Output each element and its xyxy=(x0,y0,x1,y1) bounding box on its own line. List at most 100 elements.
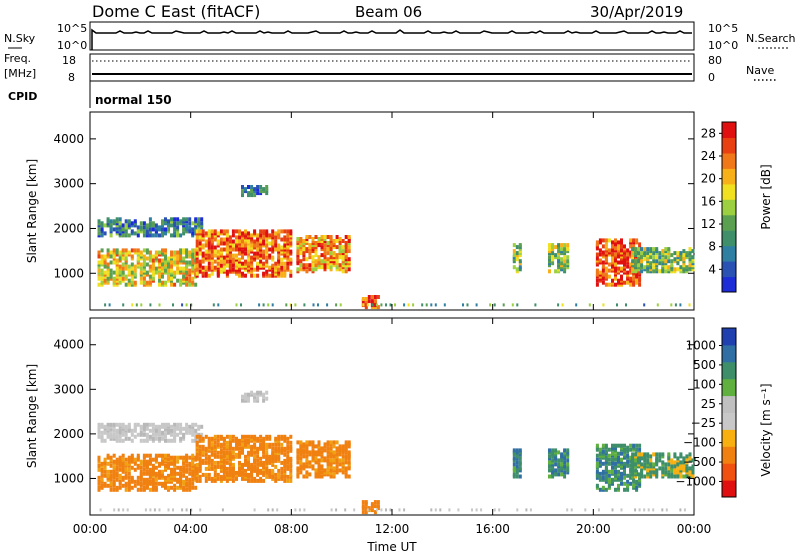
echo-cell xyxy=(244,392,247,397)
echo-cell xyxy=(614,461,617,466)
echo-cell xyxy=(191,252,195,257)
echo-cell xyxy=(250,434,254,439)
echo-cell xyxy=(115,258,119,263)
echo-cell xyxy=(661,452,665,457)
echo-cell xyxy=(502,303,505,307)
echo-cell xyxy=(271,249,275,254)
echo-cell xyxy=(256,446,260,451)
echo-cell xyxy=(271,269,275,274)
echo-cell xyxy=(112,461,116,466)
echo-cell xyxy=(305,454,309,459)
echo-cell xyxy=(262,478,266,483)
echo-cell xyxy=(534,303,537,307)
echo-cell xyxy=(256,436,260,441)
echo-cell xyxy=(326,470,330,475)
echo-cell xyxy=(670,263,674,268)
echo-cell xyxy=(201,458,205,463)
echo-cell xyxy=(283,478,287,483)
echo-cell xyxy=(228,249,232,254)
echo-cell xyxy=(191,280,195,285)
echo-cell xyxy=(626,461,630,466)
echo-cell xyxy=(338,267,342,272)
echo-cell xyxy=(207,458,211,463)
echo-cell xyxy=(235,229,238,234)
echo-cell xyxy=(142,467,146,472)
echo-cell xyxy=(563,460,567,465)
echo-cell xyxy=(151,426,155,431)
echo-cell xyxy=(100,248,104,253)
echo-cell xyxy=(176,231,180,236)
echo-cell xyxy=(262,460,266,465)
echo-cell xyxy=(262,392,266,397)
echo-cell xyxy=(158,264,161,269)
echo-cell xyxy=(601,238,605,243)
echo-cell xyxy=(268,468,272,473)
echo-cell xyxy=(626,479,630,484)
echo-cell xyxy=(154,424,158,429)
echo-cell xyxy=(133,250,137,255)
echo-cell xyxy=(112,219,116,224)
echo-cell xyxy=(149,508,152,512)
echo-cell xyxy=(638,443,642,448)
echo-cell xyxy=(640,474,644,479)
echo-cell xyxy=(611,451,614,456)
echo-cell xyxy=(124,276,128,281)
echo-cell xyxy=(347,249,351,254)
echo-cell xyxy=(670,464,674,469)
echo-cell xyxy=(623,443,626,448)
echo-cell xyxy=(170,260,173,265)
echo-cell xyxy=(323,456,327,461)
echo-cell xyxy=(493,303,496,307)
echo-cell xyxy=(142,422,146,427)
echo-cell xyxy=(133,422,137,427)
echo-cell xyxy=(198,237,202,242)
echo-cell xyxy=(213,444,217,449)
echo-cell xyxy=(238,450,241,455)
echo-cell xyxy=(195,259,199,264)
echo-cell xyxy=(170,461,173,466)
echo-cell xyxy=(185,254,189,259)
colorbar-tick-label: 24 xyxy=(701,149,716,163)
echo-cell xyxy=(124,264,128,269)
echo-cell xyxy=(614,453,617,458)
echo-cell xyxy=(247,249,250,254)
echo-cell xyxy=(188,250,192,255)
echo-cell xyxy=(305,247,309,252)
echo-cell xyxy=(620,451,623,456)
echo-cell xyxy=(130,270,134,275)
echo-cell xyxy=(305,235,309,239)
echo-cell xyxy=(145,262,149,267)
echo-cell xyxy=(167,264,170,269)
echo-cell xyxy=(557,267,561,272)
echo-cell xyxy=(682,456,686,461)
echo-cell xyxy=(148,453,152,458)
echo-cell xyxy=(179,233,183,238)
echo-cell xyxy=(373,500,377,505)
echo-cell xyxy=(185,463,189,468)
echo-cell xyxy=(130,229,134,234)
echo-cell xyxy=(225,263,229,268)
echo-cell xyxy=(112,432,116,437)
echo-cell xyxy=(106,469,110,474)
echo-cell xyxy=(191,438,195,443)
echo-cell xyxy=(142,459,146,464)
echo-cell xyxy=(148,274,152,279)
x-tick-label: 12:00 xyxy=(375,522,410,536)
echo-cell xyxy=(133,434,137,439)
echo-cell xyxy=(198,478,202,483)
echo-cell xyxy=(548,243,551,248)
echo-cell xyxy=(176,422,180,427)
echo-cell xyxy=(373,504,377,509)
echo-cell xyxy=(560,261,564,266)
echo-cell xyxy=(191,461,195,466)
echo-cell xyxy=(268,253,272,258)
echo-cell xyxy=(643,508,646,512)
echo-cell xyxy=(289,261,293,266)
velocity-colorbar-label: Velocity [m s⁻¹] xyxy=(759,383,773,476)
echo-cell xyxy=(595,469,599,474)
echo-cell xyxy=(185,475,189,480)
echo-cell xyxy=(280,271,284,276)
echo-cell xyxy=(673,468,677,473)
echo-cell xyxy=(679,303,682,307)
echo-cell xyxy=(691,464,695,469)
